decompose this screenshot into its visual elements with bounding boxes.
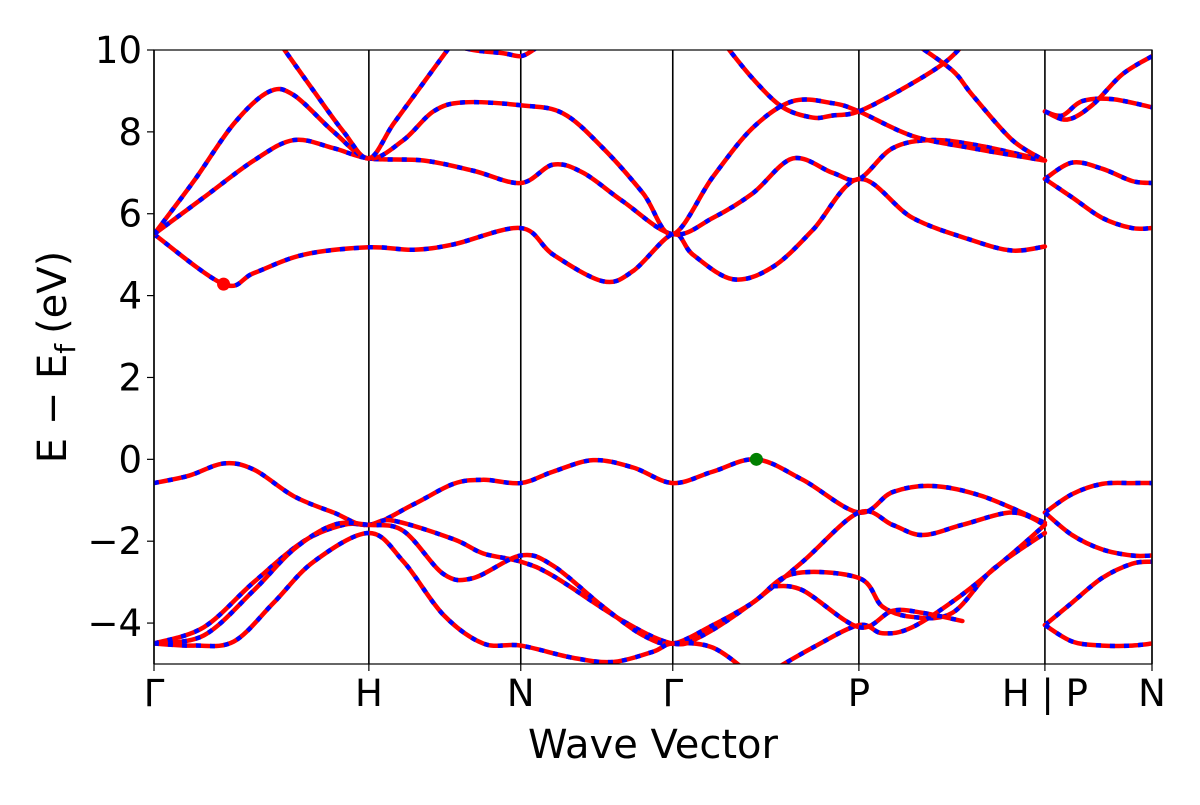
y-tick-label-3: 2 <box>118 356 142 399</box>
y-tick-label-7: 10 <box>95 29 142 72</box>
y-tick-label-4: 4 <box>118 275 142 318</box>
band-line-dashed-20 <box>1043 623 1152 649</box>
band-line-10 <box>154 530 742 664</box>
band-line-2 <box>154 86 1048 237</box>
band-line-11 <box>779 522 1048 664</box>
y-axis-label-main: E − E <box>30 354 76 464</box>
band-line-18 <box>1042 510 1152 559</box>
band-line-19 <box>1042 559 1152 628</box>
band-line-dashed-6 <box>920 50 1047 163</box>
bands-group <box>154 50 1152 664</box>
band-line-4 <box>462 50 538 59</box>
y-tick-label-6: 8 <box>118 111 142 154</box>
x-axis-label: Wave Vector <box>528 722 779 768</box>
band-line-dashed-10 <box>154 530 742 664</box>
band-line-dashed-13 <box>1044 96 1152 119</box>
y-tick-label-2: 0 <box>118 438 142 481</box>
x-ticks: Γ H N Γ P H | P N <box>144 664 1166 715</box>
vbm-marker <box>749 452 763 466</box>
y-tick-label-1: −2 <box>87 520 142 563</box>
band-line-dashed-1 <box>154 137 1046 237</box>
cbm-marker <box>217 277 231 291</box>
band-line-dashed-17 <box>1043 480 1152 515</box>
x-tick-label-2: N <box>507 672 535 715</box>
band-line-dashed-15 <box>1043 159 1152 186</box>
band-line-12 <box>770 583 965 630</box>
band-line-dashed-7 <box>154 457 1046 528</box>
band-line-16 <box>1042 176 1152 232</box>
band-line-1 <box>154 137 1048 237</box>
band-line-dashed-0 <box>154 176 1046 289</box>
x-tick-label-0: Γ <box>144 672 165 715</box>
band-line-dashed-19 <box>1043 559 1152 627</box>
band-line-20 <box>1042 622 1152 649</box>
x-tick-label-6: N <box>1138 672 1166 715</box>
y-ticks: −4 −2 0 2 4 6 8 10 <box>87 29 154 645</box>
x-tick-label-1: H <box>355 672 383 715</box>
y-axis-label-subscript: f <box>49 343 82 354</box>
y-axis-label: E − Ef (eV) <box>30 251 82 464</box>
band-line-dashed-2 <box>154 86 1046 237</box>
band-line-17 <box>1042 480 1152 515</box>
markers-group <box>217 277 763 466</box>
band-line-dashed-12 <box>772 583 963 630</box>
band-line-0 <box>154 176 1048 289</box>
band-line-8 <box>154 508 1048 647</box>
y-tick-label-0: −4 <box>87 602 142 645</box>
band-line-dashed-14 <box>1043 54 1152 122</box>
plot-frame <box>153 49 1153 665</box>
x-tick-label-3: Γ <box>662 672 683 715</box>
band-line-dashed-11 <box>779 523 1047 664</box>
band-line-dashed-16 <box>1043 177 1152 232</box>
y-axis-label-unit: (eV) <box>30 251 76 334</box>
band-line-dashed-5 <box>726 50 962 121</box>
band-line-dashed-3 <box>281 50 451 161</box>
x-tick-label-4: P <box>848 672 870 715</box>
y-tick-label-5: 6 <box>118 193 142 236</box>
x-tick-label-5: H | P <box>1002 672 1088 715</box>
